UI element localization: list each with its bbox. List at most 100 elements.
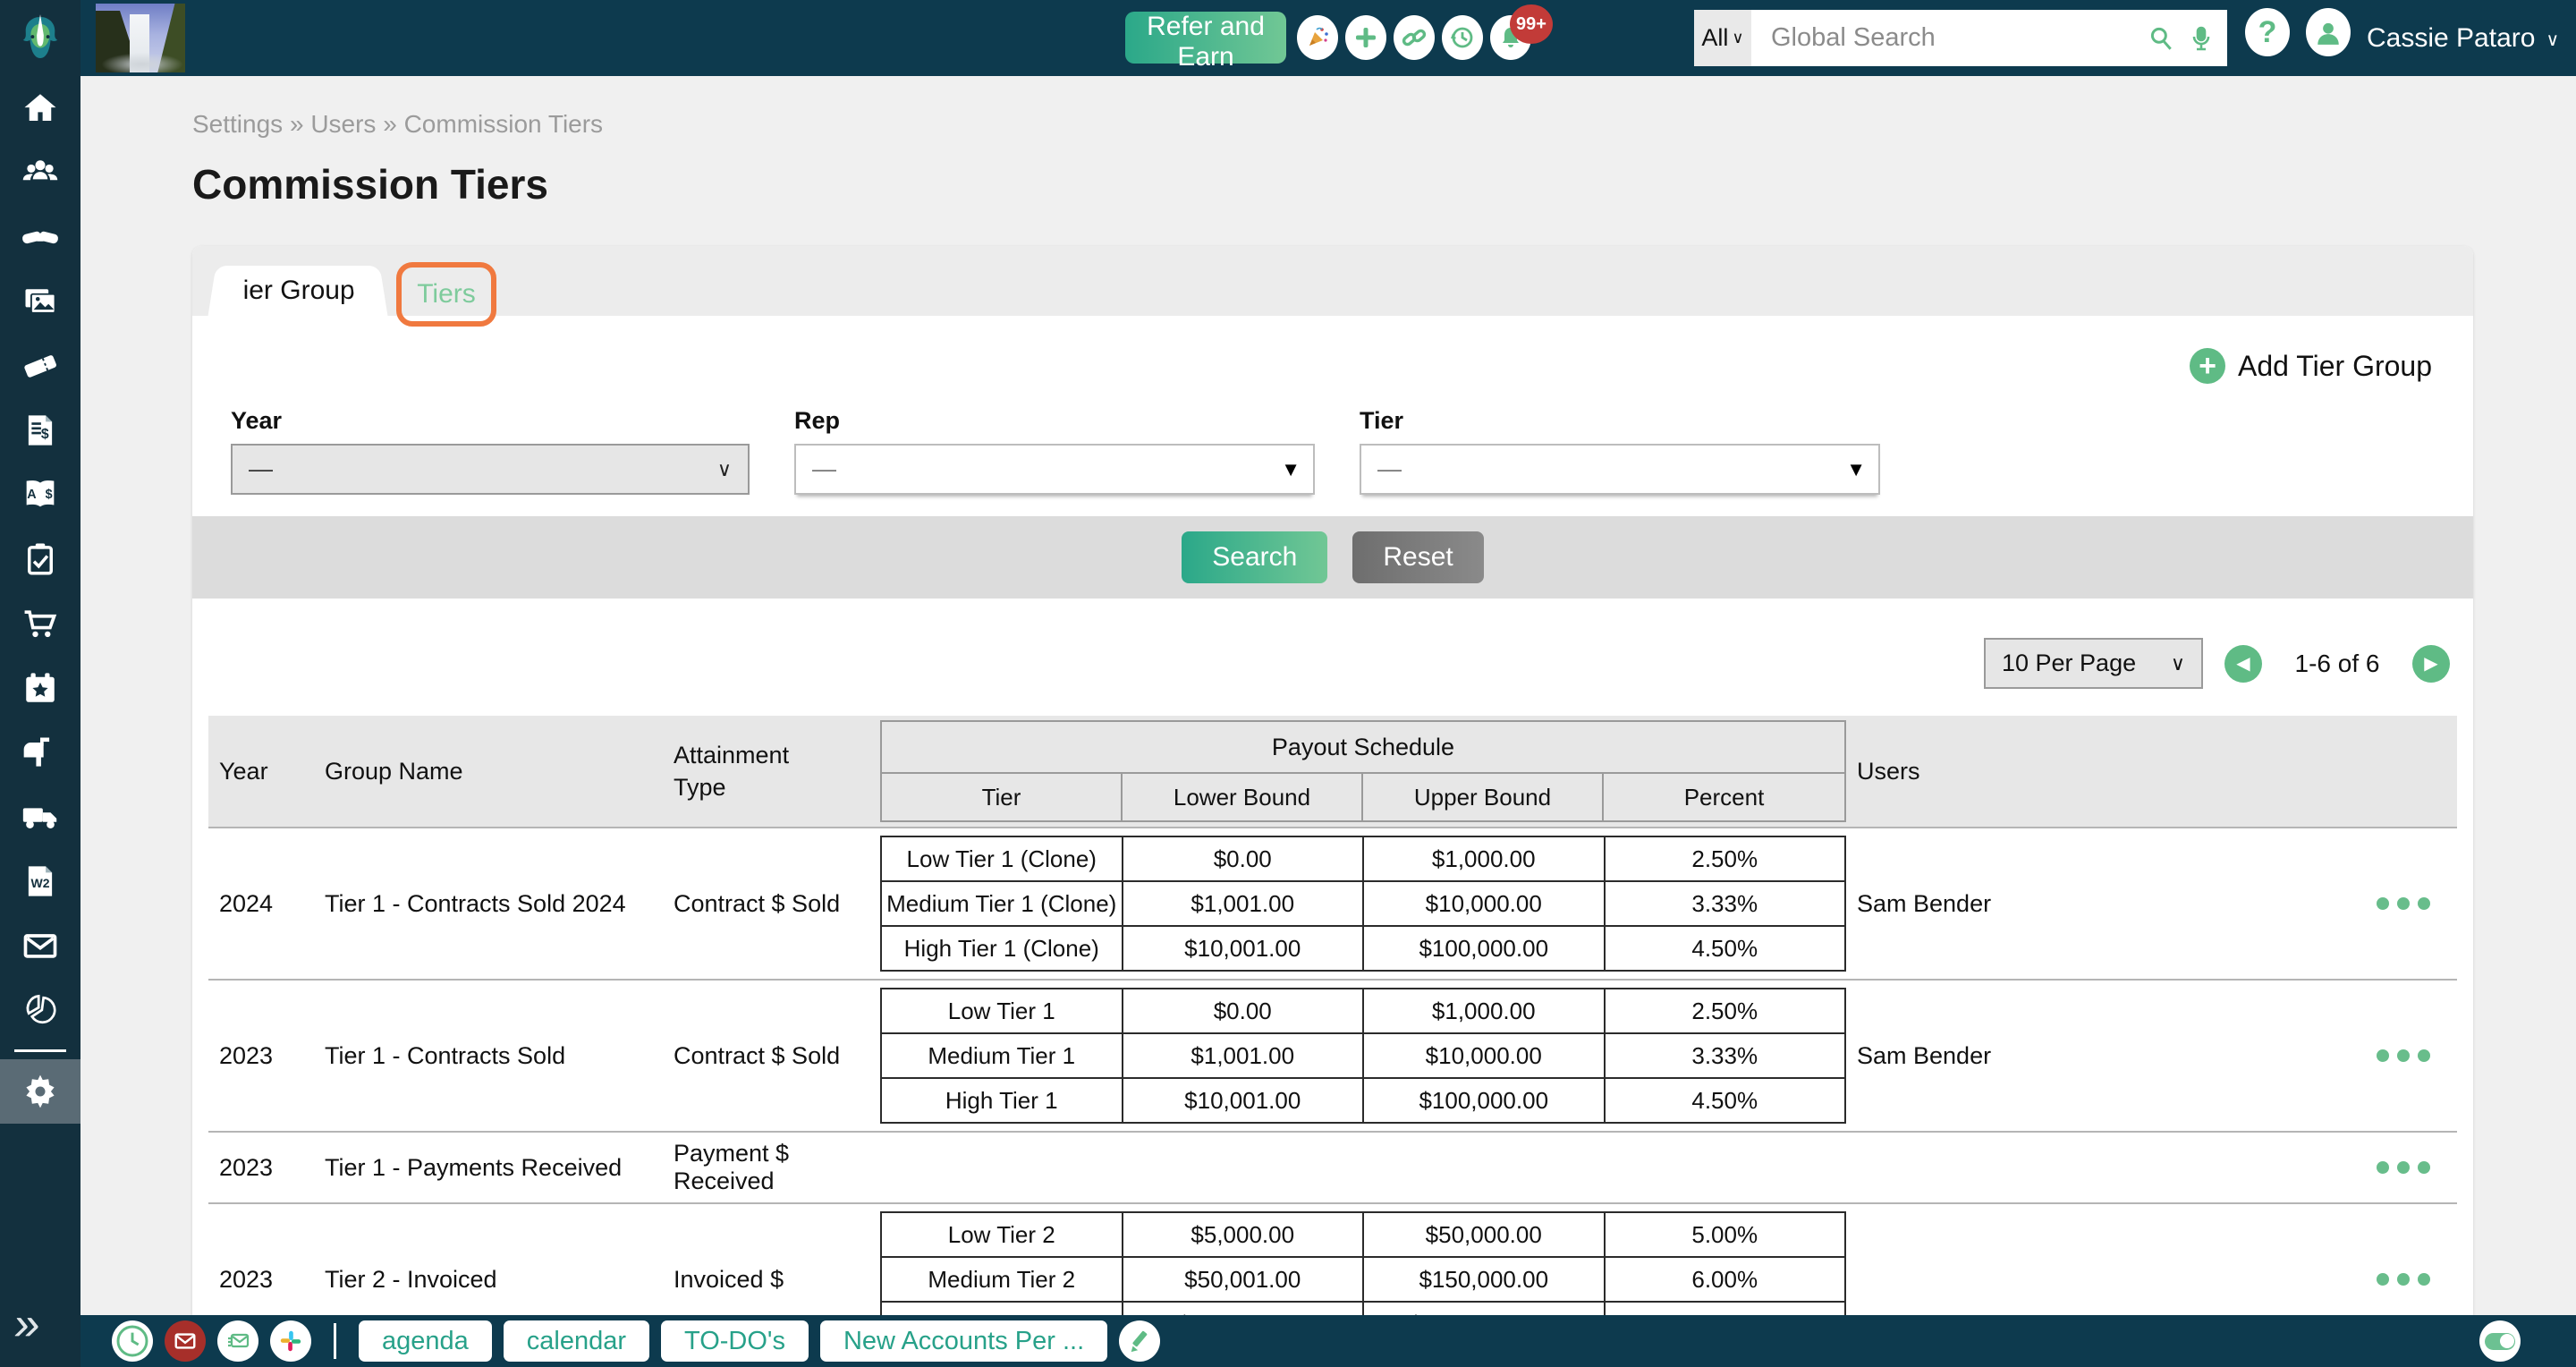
breadcrumb-separator: » [289, 110, 304, 138]
topbar: Refer and Earn 99+ All∨ ? Cassie Pataro∨ [80, 0, 2576, 76]
row-actions-menu[interactable] [2311, 1273, 2457, 1286]
row-actions-menu[interactable] [2311, 897, 2457, 910]
clipboard-check-icon [21, 540, 59, 578]
avatar-icon[interactable] [2306, 8, 2351, 56]
row-actions-menu[interactable] [2311, 1049, 2457, 1062]
sidebar-item-reports[interactable] [0, 978, 80, 1042]
bookmark-todos-button[interactable]: TO-DO's [661, 1320, 809, 1362]
global-search-field [1751, 10, 2227, 66]
add-tier-group-button[interactable]: + Add Tier Group [208, 316, 2457, 384]
plus-circle-icon: + [2190, 348, 2225, 384]
party-icon[interactable] [1297, 15, 1338, 60]
help-icon[interactable]: ? [2245, 8, 2290, 56]
sidebar-item-media[interactable] [0, 269, 80, 334]
row-attainment-type: Contract $ Sold [674, 1041, 841, 1069]
sidebar-item-email[interactable] [0, 913, 80, 978]
tab-tier-groups[interactable]: Tier Groups [226, 266, 369, 316]
bookmark-new-accounts-button[interactable]: New Accounts Per ... [819, 1320, 1108, 1362]
slack-icon[interactable] [270, 1320, 311, 1362]
filter-row: Year — ∨ Rep — ▼ Tier — ▼ [231, 407, 2457, 495]
waterfall-thumbnail[interactable] [96, 4, 185, 72]
dropdown-triangle-icon: ▼ [1846, 457, 1866, 480]
per-page-select[interactable]: 10 Per Page ∨ [1984, 638, 2203, 689]
global-search-input[interactable] [1751, 10, 2227, 66]
sidebar-item-price-book[interactable]: A $ [0, 463, 80, 527]
breadcrumb-separator: » [383, 110, 397, 138]
sidebar-item-home[interactable] [0, 76, 80, 140]
search-button[interactable]: Search [1182, 531, 1328, 583]
chevron-down-icon: ∨ [716, 457, 732, 480]
bookmark-calendar-button[interactable]: calendar [503, 1320, 650, 1362]
payout-schedule-table: Low Tier 1 $0.00 $1,000.00 2.50% Medium Tier… [880, 988, 1846, 1124]
mail-list-icon[interactable] [217, 1320, 258, 1362]
chevron-down-icon: ∨ [2170, 651, 2185, 675]
sidebar-item-tasks[interactable] [0, 527, 80, 591]
sidebar-divider [14, 1049, 66, 1052]
pagination-range: 1-6 of 6 [2294, 649, 2380, 677]
table-body: 2024 Tier 1 - Contracts Sold 2024 Contra… [208, 828, 2457, 1367]
contacts-icon [21, 153, 60, 192]
tier-filter-combobox[interactable]: — ▼ [1360, 444, 1880, 495]
ticket-icon [20, 345, 61, 386]
app-logo-icon[interactable] [20, 13, 61, 64]
history-clock-icon[interactable] [112, 1320, 153, 1362]
user-menu[interactable]: Cassie Pataro ∨ [2367, 22, 2560, 53]
previous-page-button[interactable]: ◀ [2224, 644, 2262, 683]
row-year: 2023 [219, 1041, 274, 1069]
col-year: Year [219, 757, 268, 785]
sidebar-item-w2[interactable]: W2 [0, 849, 80, 913]
rep-filter-combobox[interactable]: — ▼ [794, 444, 1315, 495]
reset-button[interactable]: Reset [1352, 531, 1484, 583]
row-group-name: Tier 2 - Invoiced [325, 1265, 497, 1293]
sidebar-item-shipping[interactable] [0, 785, 80, 849]
sidebar-item-cart[interactable] [0, 591, 80, 656]
svg-text:A: A [27, 488, 36, 502]
year-filter-select[interactable]: — ∨ [231, 444, 750, 495]
table-row: 2023 Tier 1 - Contracts Sold Contract $ … [208, 981, 2457, 1133]
row-payout-schedule: Low Tier 1 $0.00 $1,000.00 2.50% Medium Tier… [880, 988, 1846, 1124]
main-content: Settings » Users » Commission Tiers Comm… [80, 76, 2576, 1367]
card-body: + Add Tier Group Year — ∨ Rep — ▼ Tier — ▼ [192, 316, 2473, 1367]
pencil-icon[interactable] [1119, 1320, 1161, 1362]
sidebar-nav: $ A $ W2 [0, 76, 80, 1124]
table-row: 2024 Tier 1 - Contracts Sold 2024 Contra… [208, 828, 2457, 981]
tab-tiers[interactable]: Tiers [396, 262, 496, 327]
sidebar-item-handshake[interactable] [0, 205, 80, 269]
breadcrumb-settings[interactable]: Settings [192, 110, 284, 138]
row-payout-schedule: Low Tier 1 (Clone) $0.00 $1,000.00 2.50% Med… [880, 836, 1846, 972]
bookmark-agenda-button[interactable]: agenda [359, 1320, 492, 1362]
notification-badge[interactable]: 99+ [1510, 4, 1553, 44]
history-icon[interactable] [1442, 15, 1483, 60]
sidebar-collapse-chevrons[interactable]: » [11, 1298, 43, 1350]
breadcrumb-users[interactable]: Users [310, 110, 377, 138]
sidebar-item-mailbox[interactable] [0, 720, 80, 785]
page-title: Commission Tiers [192, 161, 548, 208]
search-scope-select[interactable]: All ∨ [1694, 10, 1751, 66]
sidebar-item-contacts[interactable] [0, 140, 80, 205]
mic-icon[interactable] [2188, 25, 2215, 52]
status-toggle[interactable] [2479, 1320, 2521, 1362]
next-page-button[interactable]: ▶ [2412, 644, 2450, 683]
add-icon[interactable] [1345, 15, 1386, 60]
tab-strip: Tier Groups Tiers [192, 246, 2473, 327]
mailbox-icon [21, 733, 60, 772]
images-icon [21, 282, 60, 321]
link-icon[interactable] [1394, 15, 1435, 60]
sidebar-item-settings[interactable] [0, 1059, 80, 1124]
sidebar-item-events[interactable] [0, 656, 80, 720]
row-attainment-type: Payment $ Received [674, 1140, 790, 1194]
mail-alert-icon[interactable] [165, 1320, 206, 1362]
search-icon[interactable] [2147, 24, 2175, 53]
sidebar-item-invoice[interactable]: $ [0, 398, 80, 463]
calendar-star-icon [21, 669, 59, 707]
row-users: Sam Bender [1857, 1041, 1992, 1069]
row-year: 2024 [219, 889, 274, 917]
row-actions-menu[interactable] [2311, 1161, 2457, 1174]
breadcrumb: Settings » Users » Commission Tiers [192, 110, 2576, 139]
sidebar-item-tickets[interactable] [0, 334, 80, 398]
row-year: 2023 [219, 1153, 274, 1181]
svg-text:$: $ [46, 488, 53, 502]
row-group-name: Tier 1 - Contracts Sold [325, 1041, 566, 1069]
w2-document-icon: W2 [21, 862, 59, 900]
refer-and-earn-button[interactable]: Refer and Earn [1125, 12, 1286, 72]
